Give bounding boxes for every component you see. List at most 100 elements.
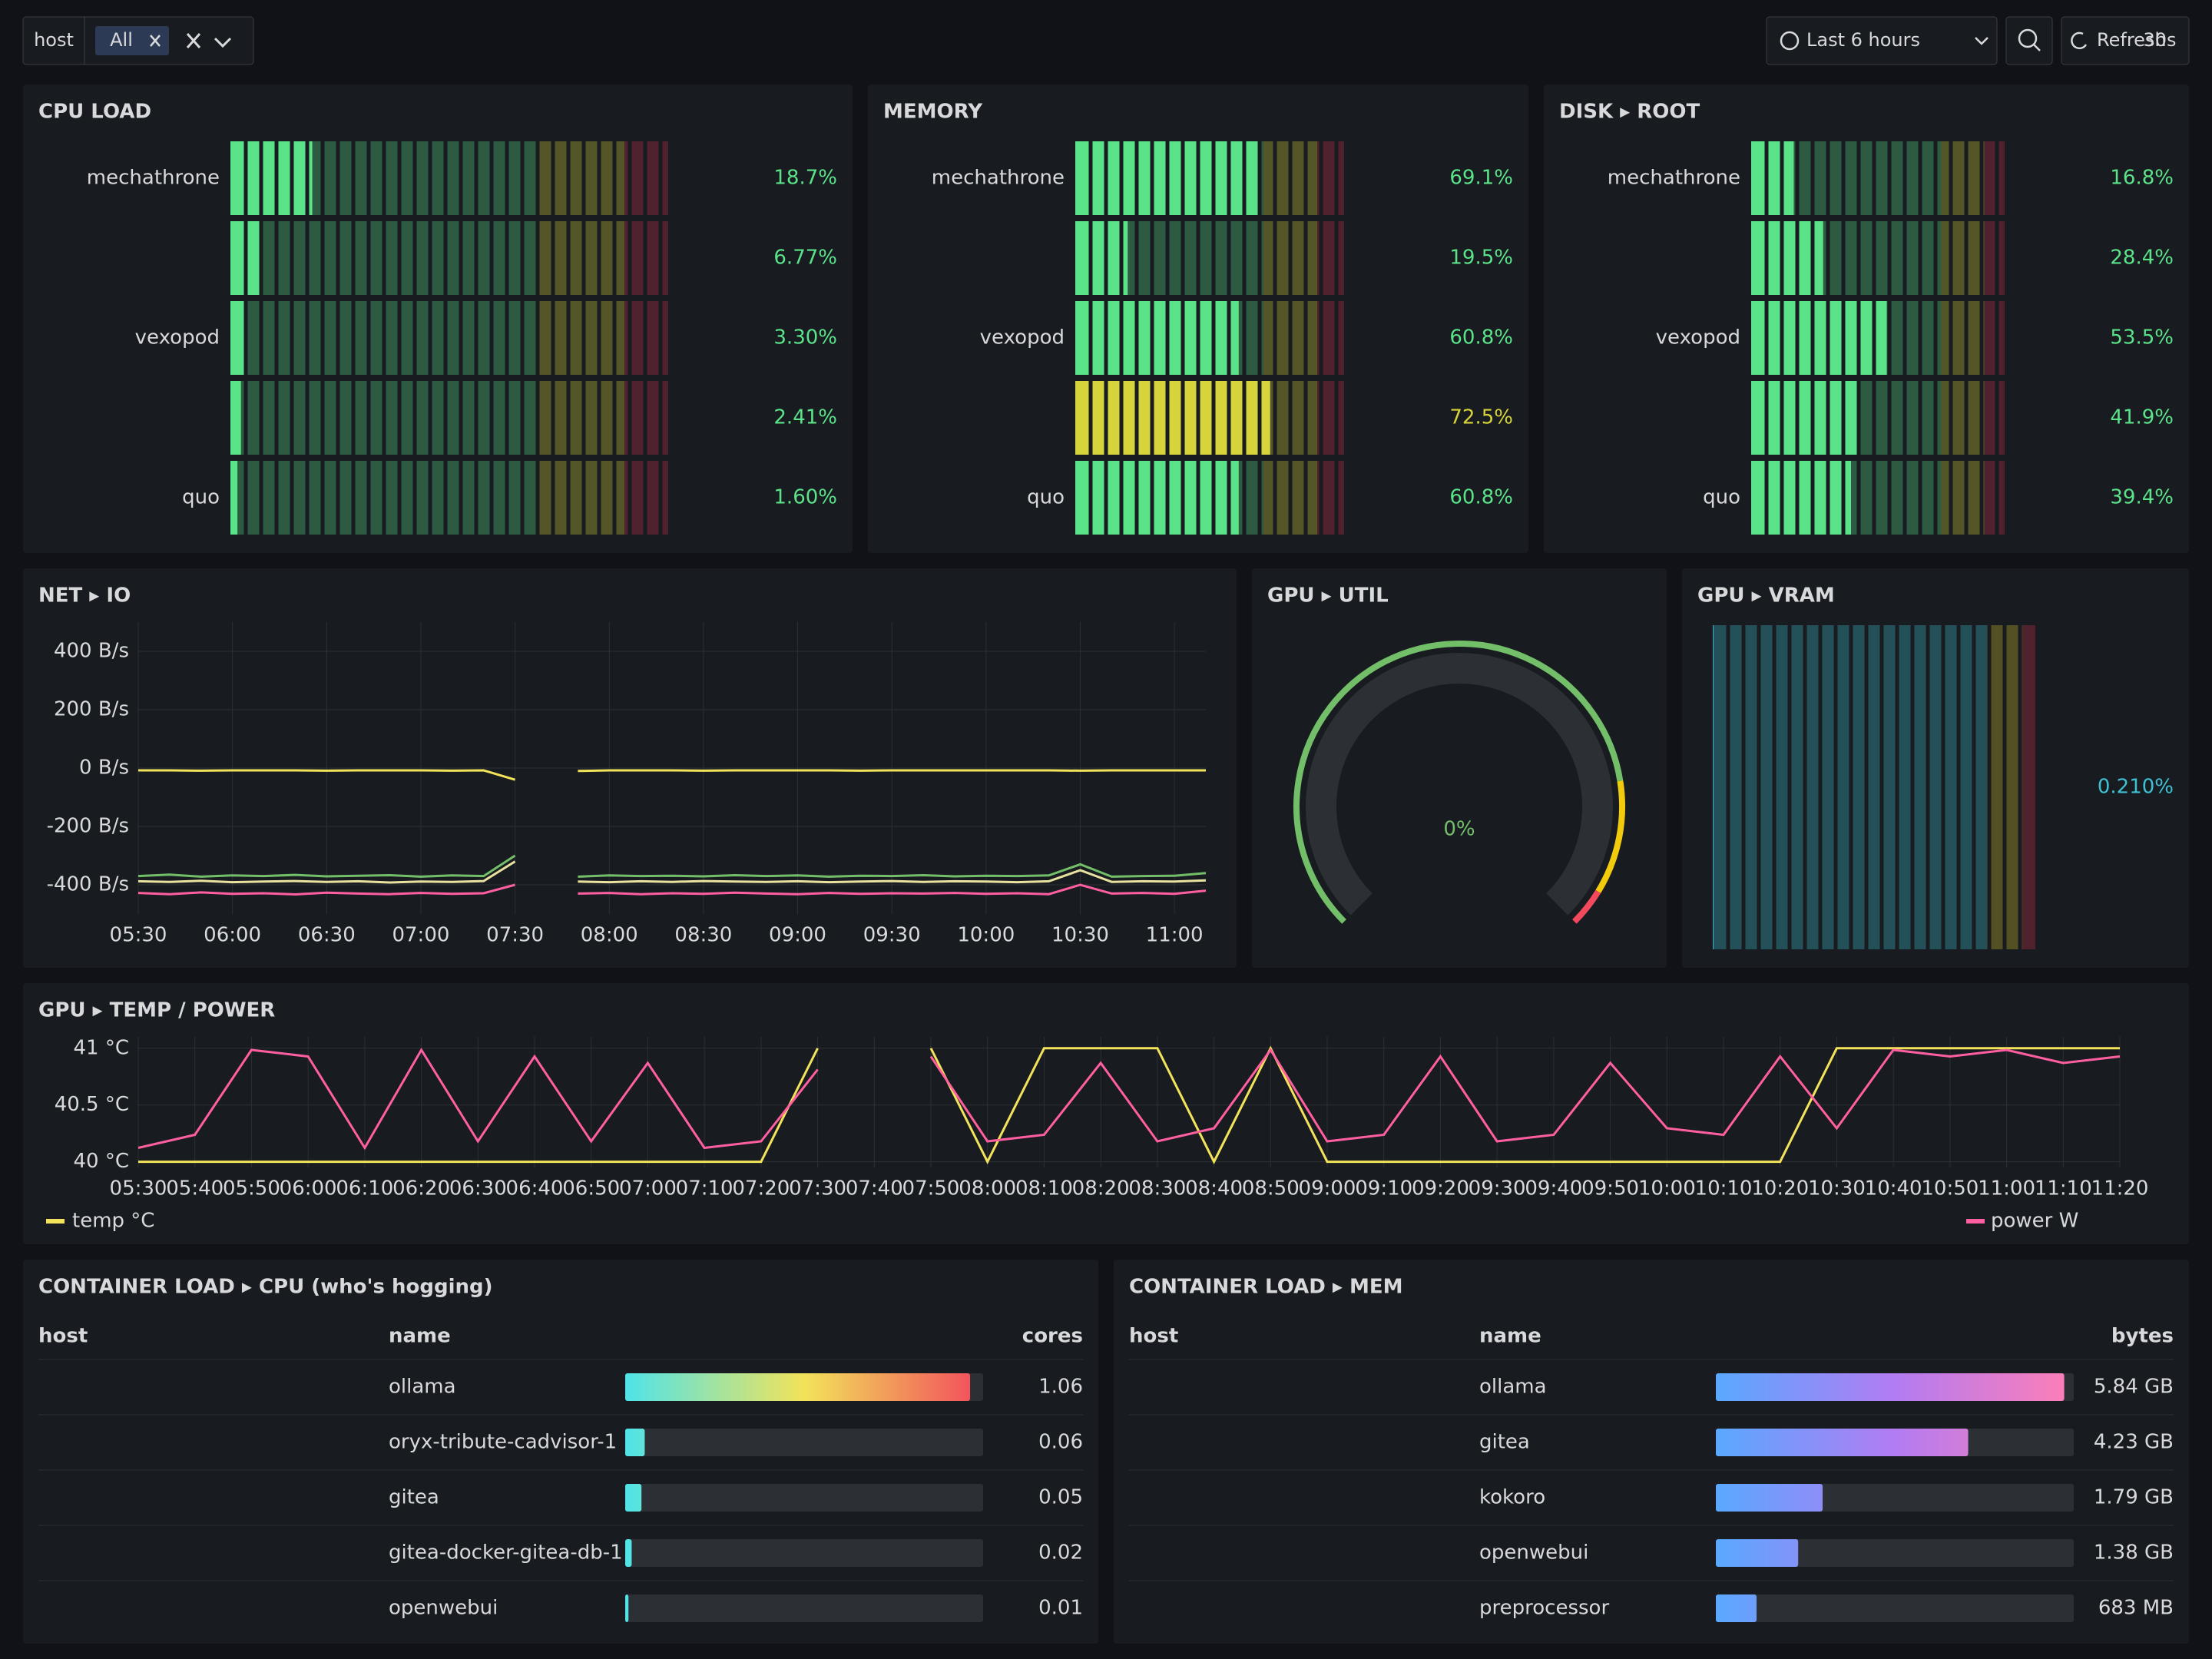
row-label: mechathrone [932,167,1065,190]
x-tick-label: 05:30 [110,1177,167,1200]
x-tick-label: 08:20 [1072,1177,1130,1200]
zoom-handle [2033,44,2041,51]
gauge-track [1984,461,2005,535]
time-picker[interactable] [1766,16,1998,65]
cell-track [1716,1539,2074,1567]
x-tick-label: 11:00 [1978,1177,2035,1200]
gauge-value: 60.8% [1449,486,1513,509]
threshold-band [1572,889,1601,924]
cell-bar [1716,1429,1969,1456]
y-tick-label: 40.5 °C [55,1093,129,1116]
gauge-track [1984,381,2005,455]
panel-title: CONTAINER LOAD ▸ CPU (who's hogging) [38,1276,493,1299]
y-tick-label: 200 B/s [54,698,129,721]
gauge-value: 19.5% [1449,247,1513,270]
x-tick-label: 10:00 [957,924,1015,947]
gauge-value: 0.210% [2098,776,2174,799]
chip-remove[interactable] [150,35,161,47]
x-tick-label: 07:20 [732,1177,790,1200]
cell-value: 5.84 GB [2094,1376,2174,1399]
cell-name: gitea [389,1486,439,1509]
panel [23,983,2189,1244]
x-tick-label: 08:50 [1242,1177,1300,1200]
gauge-bar [1751,141,1794,215]
row-label: vexopod [135,326,220,349]
cell-bar [625,1594,629,1622]
gauge-value: 53.5% [2110,326,2174,349]
cell-name: ollama [1479,1376,1547,1399]
zoom-icon [2018,28,2038,48]
x-tick-label: 07:40 [846,1177,903,1200]
gauge-bar [230,141,313,215]
x-tick-label: 08:00 [581,924,638,947]
series-line [137,1048,2121,1151]
cell-value: 0.02 [1038,1541,1083,1565]
row-label: mechathrone [87,167,220,190]
legend-swatch [46,1219,65,1224]
gauge-value: 6.77% [773,247,837,270]
cell-bar [625,1539,632,1567]
cell-value: 4.23 GB [2094,1431,2174,1454]
gauge-track [537,381,624,455]
y-tick-label: 41 °C [73,1036,129,1059]
gauge-value: 2.41% [773,406,837,429]
x-tick-label: 07:30 [486,924,544,947]
cell-value: 1.79 GB [2094,1486,2174,1509]
gauge-bar [1075,301,1239,375]
series-line [137,860,1207,884]
panel [1252,568,1667,968]
cell-name: gitea [1479,1431,1530,1454]
gauge-track [1984,301,2005,375]
filter-dropdown[interactable] [214,37,232,48]
panel-title: MEMORY [883,101,983,124]
x-tick-label: 05:50 [223,1177,280,1200]
cell-value: 683 MB [2098,1597,2174,1620]
x-tick-label: 09:50 [1581,1177,1639,1200]
panel-title: GPU ▸ VRAM [1697,584,1835,608]
x-tick-label: 06:40 [506,1177,564,1200]
time-controls: Last 6 hours Refresh 30s [1766,16,2190,65]
x-tick-label: 08:30 [674,924,732,947]
legend-swatch [1966,1219,1985,1224]
cell-track [625,1429,983,1456]
y-tick-label: 0 B/s [79,757,129,780]
gauge-track [1941,461,1985,535]
x-tick-label: 07:30 [789,1177,846,1200]
filter-value: All [110,29,133,51]
x-tick-label: 07:10 [676,1177,733,1200]
filter-clear[interactable] [186,33,201,48]
x-tick-label: 09:40 [1525,1177,1582,1200]
gauge-value: 0% [1443,818,1475,841]
x-tick-label: 08:10 [1015,1177,1073,1200]
x-tick-label: 09:20 [1412,1177,1469,1200]
panel-title: CPU LOAD [38,101,151,124]
x-tick-label: 11:20 [2091,1177,2149,1200]
x-tick-label: 10:40 [1865,1177,1922,1200]
cell-value: 0.06 [1038,1431,1083,1454]
x-tick-label: 06:50 [562,1177,620,1200]
panel-title: CONTAINER LOAD ▸ MEM [1129,1276,1402,1299]
series-line [137,854,1207,878]
gauge-value: 18.7% [773,167,837,190]
refresh-interval[interactable]: 30s [2143,29,2176,51]
cell-name: oryx-tribute-cadvisor-1 [389,1431,617,1454]
zoom-out[interactable] [2005,16,2053,65]
x-tick-label: 08:40 [1185,1177,1243,1200]
x-tick-label: 10:30 [1808,1177,1866,1200]
gauge-track [1984,221,2005,295]
x-tick-label: 06:10 [336,1177,393,1200]
gauge-track [537,141,624,215]
filter-chip[interactable] [95,26,169,55]
gauge-value: 39.4% [2110,486,2174,509]
refresh-button[interactable] [2061,16,2190,65]
cell-track [1716,1594,2074,1622]
column-header: cores [1022,1325,1083,1348]
host-filter[interactable]: host All [22,16,254,65]
column-header: name [389,1325,451,1348]
time-dropdown [1975,37,1988,45]
cell-value: 1.38 GB [2094,1541,2174,1565]
cell-value: 0.01 [1038,1597,1083,1620]
y-tick-label: -200 B/s [47,815,129,838]
x-tick-label: 10:10 [1695,1177,1753,1200]
